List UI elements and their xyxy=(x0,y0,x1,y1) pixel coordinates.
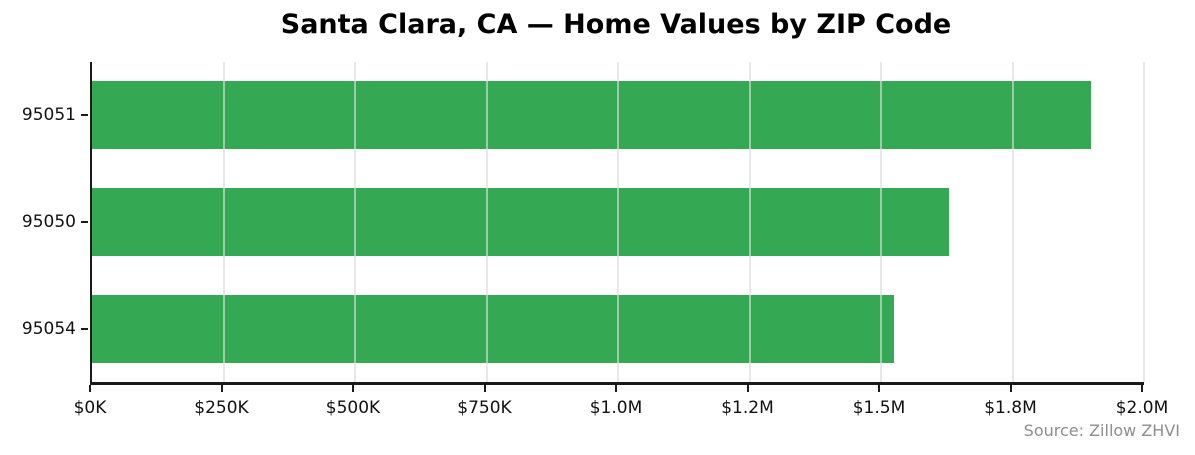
chart-title: Santa Clara, CA — Home Values by ZIP Cod… xyxy=(280,9,952,40)
bar-row xyxy=(92,275,1144,382)
y-tick-mark xyxy=(81,327,88,330)
y-axis: 95051 95050 95054 xyxy=(0,62,88,382)
x-tick-mark xyxy=(483,385,486,392)
x-tick-label: $1.0M xyxy=(589,398,643,418)
y-tick-label-95051: 95051 xyxy=(21,105,76,126)
x-tick-label: $2.0M xyxy=(1115,398,1169,418)
x-tick-label: $250K xyxy=(194,398,249,418)
source-note: Source: Zillow ZHVI xyxy=(1023,421,1180,440)
x-tick-mark xyxy=(615,385,617,392)
x-tick-label: $500K xyxy=(325,398,381,418)
bar-row xyxy=(92,62,1144,169)
y-tick-label-95050: 95050 xyxy=(21,211,76,232)
y-tick-mark xyxy=(81,114,88,117)
x-tick-mark xyxy=(89,385,91,392)
x-axis: $0K $250K $500K $750K $1.0M $1.2M $1.5M $1.8M $2… xyxy=(74,385,1168,435)
x-tick-label: $1.8M xyxy=(984,398,1037,418)
x-tick-label: $0K xyxy=(73,398,107,418)
x-tick-label: $1.5M xyxy=(852,398,906,418)
x-tick-mark xyxy=(878,385,880,392)
bars-layer xyxy=(92,62,1144,382)
y-tick-mark xyxy=(81,220,88,223)
x-tick-mark xyxy=(1009,385,1012,392)
x-tick-mark xyxy=(352,385,354,392)
plot-area xyxy=(90,62,1145,385)
x-tick-label: $750K xyxy=(457,398,512,418)
x-tick-mark xyxy=(746,385,749,392)
y-tick-label-95054: 95054 xyxy=(21,318,76,339)
x-tick-mark xyxy=(220,385,223,392)
x-tick-mark xyxy=(1141,385,1143,392)
bar-95050 xyxy=(92,187,950,256)
x-tick-label: $1.2M xyxy=(721,398,774,418)
bar-95051 xyxy=(92,81,1092,150)
bar-row xyxy=(92,169,1144,276)
bar-95054 xyxy=(92,294,895,363)
